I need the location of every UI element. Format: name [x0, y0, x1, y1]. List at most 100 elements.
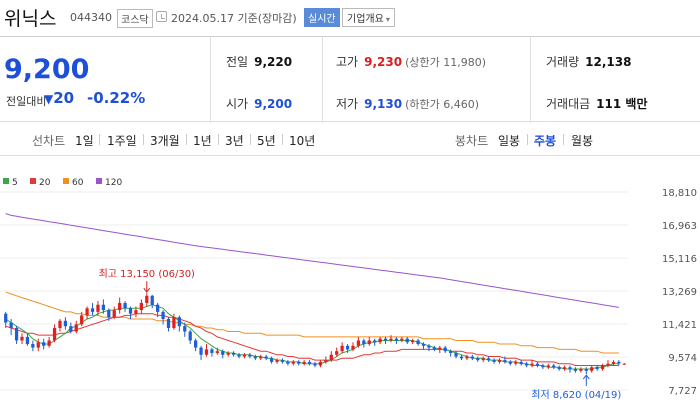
chart-svg: 5 20 60 120 18,810 16,963 15,116 13,269 11,421 9,…: [0, 178, 697, 401]
low-annotation: 최저 8,620 (04/19): [531, 389, 621, 401]
ma-line-20: [5, 313, 619, 366]
company-info-label: 기업개요: [347, 14, 384, 25]
candle-body: [416, 340, 420, 345]
candle-body: [156, 304, 160, 312]
candle-body: [617, 361, 621, 364]
divider: [143, 134, 144, 145]
stat-label: 저가: [336, 97, 359, 111]
candle-body: [96, 304, 100, 312]
low-arrow-head: [582, 374, 590, 380]
ma-line-120: [5, 213, 619, 308]
period-5y[interactable]: 5년: [257, 134, 276, 148]
candle-body: [503, 360, 507, 362]
legend-swatch: [63, 178, 69, 184]
divider: [210, 37, 211, 123]
candle-body: [487, 358, 491, 361]
candle-body: [172, 317, 176, 328]
stat-label: 거래량: [546, 55, 580, 69]
price-summary: 9,200 전일대비 ▼20 -0.22% 전일 9,220 고가 9,230 (상한…: [0, 36, 700, 123]
candle-body: [373, 340, 377, 343]
candle-body: [324, 360, 328, 362]
candle-body: [345, 345, 350, 350]
stat-open: 시가 9,200: [226, 95, 292, 112]
realtime-button[interactable]: 실시간: [304, 8, 340, 27]
high-arrow-head: [143, 287, 151, 293]
candle-body: [199, 347, 203, 355]
period-1w[interactable]: 1주일: [107, 134, 137, 148]
divider: [186, 134, 187, 145]
candle-body: [25, 336, 30, 345]
candle-body: [432, 347, 437, 350]
stock-code: 044340: [70, 11, 112, 24]
candle-body: [400, 338, 404, 341]
stat-label: 전일: [226, 55, 249, 69]
change-amount: ▼20: [44, 89, 74, 107]
period-10y[interactable]: 10년: [289, 134, 316, 148]
candle-body: [139, 302, 143, 311]
candle-body: [193, 340, 198, 348]
candle-body: [63, 320, 68, 327]
candle-body: [546, 365, 550, 368]
stock-header: 위닉스 044340 코스닥 2024.05.17 기준(장마감) 실시간 기업…: [0, 0, 700, 36]
candle-body: [9, 322, 13, 328]
candle-body: [449, 351, 453, 353]
candle-body: [411, 340, 415, 343]
period-bar: 선차트 1일 1주일 3개월 1년 3년 5년 10년 봉차트 일봉 주봉 월봉: [0, 122, 700, 156]
legend-swatch: [30, 178, 36, 184]
candlestick-chart: 5 20 60 120 18,810 16,963 15,116 13,269 11,421 9,…: [0, 156, 700, 403]
candle-body: [264, 356, 268, 359]
candle-body: [497, 360, 502, 362]
candle-body: [552, 365, 556, 368]
candle-body: [215, 351, 219, 353]
candle-body: [161, 311, 165, 320]
candle-body: [313, 363, 317, 366]
candle-body: [128, 308, 133, 314]
divider: [218, 134, 219, 145]
candle-body: [590, 367, 594, 371]
candle-body: [367, 340, 371, 345]
candle-body: [74, 324, 78, 332]
period-1y[interactable]: 1년: [193, 134, 212, 148]
candle-daily[interactable]: 일봉: [498, 134, 521, 148]
divider: [322, 37, 323, 123]
y-tick-label: 11,421: [662, 320, 697, 331]
candle-body: [80, 315, 84, 325]
company-info-button[interactable]: 기업개요 ▾: [342, 8, 395, 27]
candle-body: [231, 352, 236, 355]
candle-monthly[interactable]: 월봉: [571, 134, 594, 148]
candle-weekly[interactable]: 주봉: [534, 134, 557, 148]
period-3y[interactable]: 3년: [225, 134, 244, 148]
candle-body: [112, 310, 116, 318]
candle-body: [280, 360, 285, 362]
candle-body: [204, 349, 209, 355]
stat-label: 고가: [336, 55, 359, 69]
legend-swatch: [3, 178, 9, 184]
candle-body: [188, 331, 192, 341]
candle-body: [248, 354, 252, 357]
candle-body: [4, 313, 8, 323]
candle-body: [52, 327, 57, 341]
period-1d[interactable]: 1일: [75, 134, 94, 148]
candle-body: [427, 345, 431, 348]
candle-body: [253, 356, 257, 359]
candle-body: [329, 354, 333, 361]
candle-body: [476, 358, 480, 361]
stat-value: 9,220: [254, 55, 293, 69]
candle-body: [183, 326, 187, 332]
legend-label: 20: [39, 178, 51, 188]
candle-body: [481, 358, 485, 361]
line-chart-label: 선차트: [32, 134, 66, 148]
y-tick-label: 9,574: [668, 353, 697, 364]
stat-value: 9,200: [254, 97, 293, 111]
stat-volume: 거래량 12,138: [546, 53, 631, 70]
candle-body: [42, 342, 46, 346]
candle-body: [443, 347, 447, 352]
stat-label: 시가: [226, 97, 249, 111]
candle-body: [302, 361, 306, 364]
candle-body: [394, 338, 399, 341]
divider: [563, 134, 564, 145]
y-tick-label: 16,963: [662, 221, 697, 232]
candle-body: [145, 295, 149, 303]
period-3m[interactable]: 3개월: [150, 134, 180, 148]
high-annotation: 최고 13,150 (06/30): [99, 268, 195, 280]
